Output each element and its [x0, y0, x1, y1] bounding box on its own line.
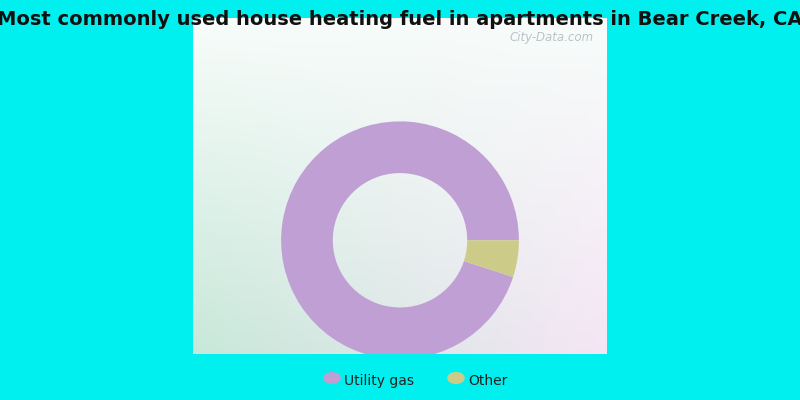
Wedge shape	[281, 121, 519, 359]
Wedge shape	[464, 240, 519, 277]
Text: Utility gas: Utility gas	[344, 374, 414, 388]
Text: City-Data.com: City-Data.com	[510, 31, 594, 44]
Text: Most commonly used house heating fuel in apartments in Bear Creek, CA: Most commonly used house heating fuel in…	[0, 10, 800, 29]
Text: Other: Other	[468, 374, 507, 388]
